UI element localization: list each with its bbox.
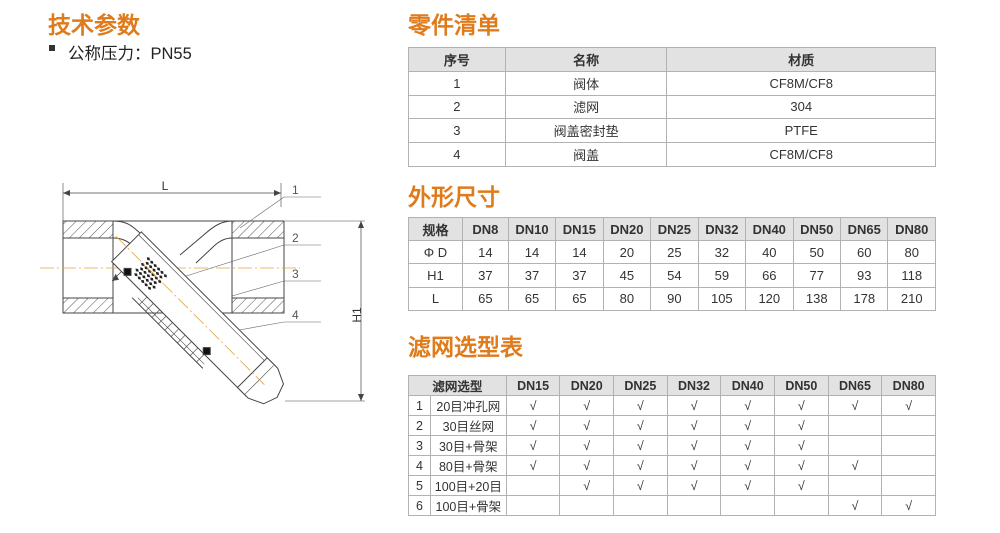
- svg-text:3: 3: [292, 267, 299, 281]
- svg-text:4: 4: [292, 308, 299, 322]
- svg-text:L: L: [162, 179, 169, 193]
- svg-text:1: 1: [292, 183, 299, 197]
- svg-text:ΦD: ΦD: [116, 253, 135, 272]
- svg-text:H1: H1: [350, 307, 364, 323]
- svg-text:2: 2: [292, 231, 299, 245]
